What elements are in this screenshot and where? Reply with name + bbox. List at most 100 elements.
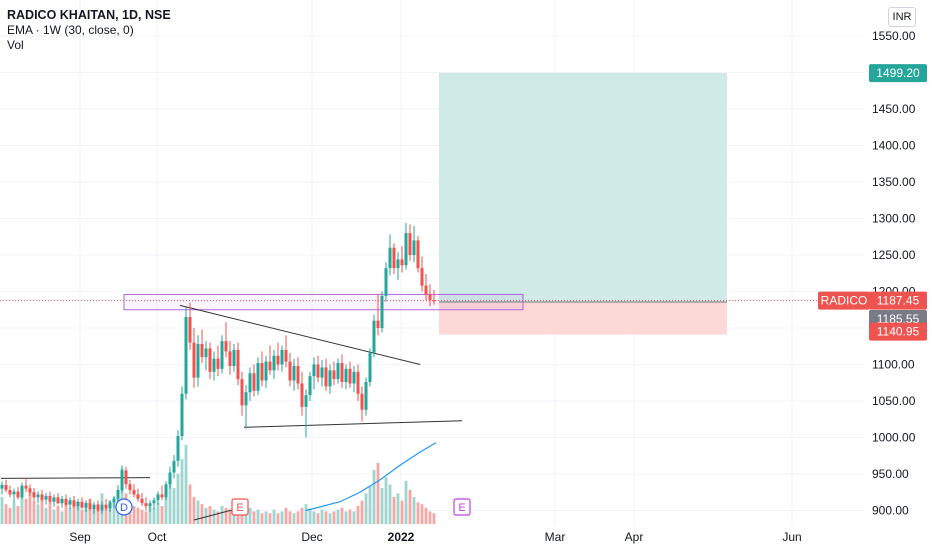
volume-bar — [348, 509, 352, 524]
volume-bar — [28, 488, 32, 524]
volume-bar — [312, 511, 316, 524]
candle-body — [4, 484, 8, 491]
candle-body — [372, 320, 376, 353]
event-marker-letter: D — [120, 502, 128, 514]
last-price-tag-bg — [869, 291, 927, 310]
volume-bar — [144, 511, 148, 524]
x-tick-label: Mar — [545, 530, 566, 544]
volume-bar — [236, 507, 240, 524]
earnings-marker — [231, 498, 249, 516]
candle-body — [28, 488, 32, 493]
volume-bar — [176, 473, 180, 524]
candle-body — [140, 498, 144, 504]
volume-bar — [268, 513, 272, 524]
volume-bar — [152, 507, 156, 524]
candle-body — [328, 370, 332, 387]
volume-bar — [284, 507, 288, 524]
volume-bar — [20, 492, 24, 524]
volume-bar — [60, 511, 64, 524]
volume-bar — [44, 507, 48, 524]
candle-body — [204, 348, 208, 358]
candle-body — [72, 500, 76, 507]
x-tick-label: Apr — [625, 530, 644, 544]
volume-indicator-label[interactable]: Vol — [7, 38, 24, 52]
symbol-tag-bg — [818, 291, 870, 310]
candle-body — [44, 495, 48, 500]
candle-body — [84, 503, 88, 508]
candle-body — [276, 355, 280, 365]
volume-bar — [264, 511, 268, 524]
volume-bar — [168, 480, 172, 524]
candle-body — [132, 490, 136, 495]
candle-body — [360, 393, 364, 410]
x-tick-label: Oct — [148, 530, 167, 544]
candle-body — [56, 497, 60, 504]
volume-bar — [380, 488, 384, 524]
candle-body — [272, 355, 276, 371]
volume-bar — [344, 511, 348, 524]
candle-body — [408, 233, 412, 255]
volume-bar — [160, 506, 164, 524]
candle-body — [432, 300, 436, 302]
candle-body — [32, 492, 36, 498]
candle-body — [48, 495, 52, 502]
candle-body — [208, 348, 212, 372]
candle-body — [76, 501, 80, 507]
volume-bar — [180, 459, 184, 524]
candle-body — [240, 379, 244, 406]
volume-bar — [132, 506, 136, 524]
volume-bar — [376, 462, 380, 524]
chart-legend: RADICO KHAITAN, 1D, NSE EMA · 1W (30, cl… — [7, 8, 171, 53]
event-marker-letter: E — [458, 502, 465, 514]
volume-bar — [388, 484, 392, 524]
candle-body — [296, 365, 300, 384]
candle-body — [256, 363, 260, 391]
candle-body — [224, 341, 228, 352]
volume-bar — [64, 504, 68, 524]
volume-bar — [428, 511, 432, 524]
volume-bar — [372, 470, 376, 524]
candle-body — [160, 494, 164, 498]
y-tick-label: 1550.00 — [872, 29, 916, 43]
candle-body — [220, 341, 224, 369]
volume-bar — [76, 506, 80, 524]
volume-bar — [324, 511, 328, 524]
symbol-tag: RADICO — [821, 294, 868, 308]
candle-body — [0, 484, 4, 489]
volume-bar — [384, 477, 388, 524]
ema-indicator-label[interactable]: EMA · 1W (30, close, 0) — [7, 23, 134, 37]
candle-body — [212, 358, 216, 372]
x-tick-label: Dec — [301, 530, 322, 544]
symbol-title[interactable]: RADICO KHAITAN, 1D, NSE — [7, 8, 171, 22]
candle-body — [196, 344, 200, 378]
volume-bar — [88, 498, 92, 524]
candle-body — [180, 393, 184, 437]
candle-body — [172, 460, 176, 473]
candle-body — [348, 368, 352, 384]
volume-bar — [352, 511, 356, 524]
target-price-tag: 1499.20 — [876, 66, 920, 80]
volume-bar — [84, 502, 88, 524]
candle-body — [64, 498, 68, 505]
candle-body — [320, 367, 324, 378]
y-tick-label: 1100.00 — [872, 358, 915, 372]
volume-bar — [404, 480, 408, 524]
candle-body — [168, 472, 172, 485]
volume-bar — [360, 500, 364, 524]
volume-bar — [72, 500, 76, 524]
volume-bar — [256, 509, 260, 524]
candle-body — [148, 503, 152, 507]
candle-body — [324, 367, 328, 387]
volume-bar — [36, 504, 40, 524]
currency-badge[interactable]: INR — [888, 7, 916, 27]
y-tick-label: 1000.00 — [872, 431, 916, 445]
volume-bar — [196, 500, 200, 524]
x-tick-label: Jun — [782, 530, 801, 544]
candle-body — [396, 259, 400, 269]
volume-bar — [208, 506, 212, 524]
y-tick-label: 1250.00 — [872, 248, 916, 262]
volume-bar — [228, 509, 232, 524]
volume-bar — [8, 507, 12, 524]
